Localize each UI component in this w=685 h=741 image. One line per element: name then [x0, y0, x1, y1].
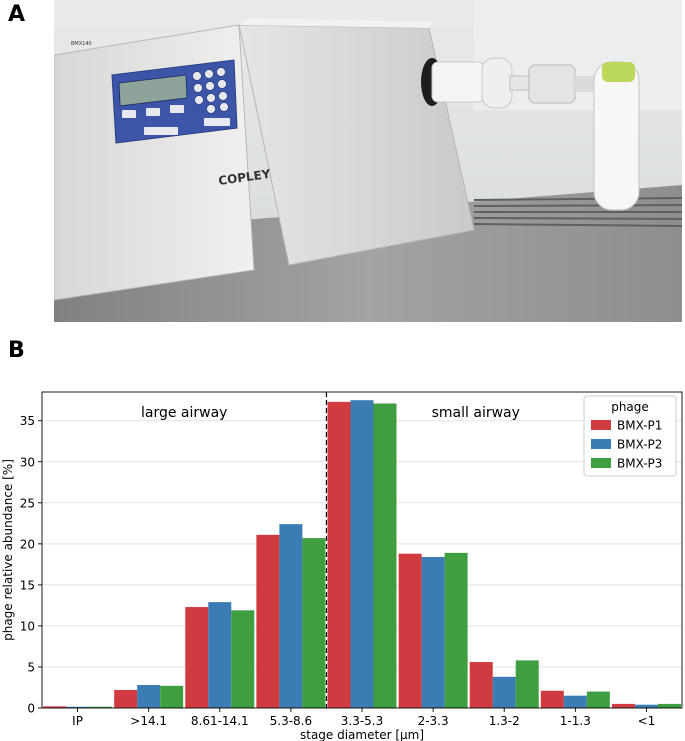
x-tick-label: 1.3-2	[489, 714, 520, 728]
bar-bmx-p1-4	[327, 401, 351, 708]
y-tick-label: 25	[20, 496, 35, 510]
bar-bmx-p1-5	[398, 553, 422, 708]
bar-bmx-p3-8	[657, 703, 681, 708]
y-tick-label: 35	[20, 414, 35, 428]
y-tick-label: 30	[20, 455, 35, 469]
annotation-small-airway: small airway	[432, 405, 520, 421]
y-tick-label: 5	[27, 660, 35, 674]
plot-frame	[41, 391, 683, 709]
legend-entry: BMX-P3	[617, 457, 662, 471]
bar-bmx-p2-5	[421, 556, 445, 708]
x-tick-label: 1-1.3	[560, 714, 591, 728]
x-axis: IP >14.1 8.61-14.1 5.3-8.6 3.3-5.3 2-3.3 1.3-2…	[72, 708, 655, 728]
x-tick-label: 2-3.3	[418, 714, 449, 728]
impactor-photo: BMX140 COPLEY	[54, 0, 682, 322]
x-tick-label: 3.3-5.3	[341, 714, 384, 728]
legend-swatch	[591, 420, 611, 430]
legend: phage BMX-P1 BMX-P2 BMX-P3	[583, 395, 677, 477]
bar-bmx-p3-1	[160, 685, 184, 708]
y-axis-label: phage relative abundance [%]	[1, 459, 15, 641]
y-tick-label: 20	[20, 537, 35, 551]
bar-bmx-p3-7	[586, 691, 610, 708]
bar-bmx-p1-0	[43, 706, 67, 708]
bar-bmx-p2-8	[634, 704, 658, 708]
bar-bmx-p2-7	[563, 695, 587, 708]
bar-bmx-p1-8	[611, 703, 635, 708]
legend-title: phage	[611, 400, 649, 414]
bar-bmx-p3-3	[302, 538, 326, 708]
panel-label-b: B	[8, 338, 25, 363]
abundance-chart: 0 5 10 15 20 25 30 35 IP >14.1 8.61-14.1 5.3-8.6 3.…	[1, 391, 683, 741]
annotation-large-airway: large airway	[141, 405, 227, 421]
legend-swatch	[591, 458, 611, 468]
bar-bmx-p3-6	[515, 660, 539, 708]
bar-bmx-p1-6	[469, 662, 493, 708]
bar-bmx-p3-2	[231, 610, 255, 708]
y-tick-label: 10	[20, 619, 35, 633]
bar-bmx-p1-7	[540, 690, 564, 708]
bar-bmx-p2-6	[492, 676, 516, 708]
legend-box	[583, 395, 677, 477]
bar-bmx-p3-5	[444, 552, 468, 708]
y-tick-label: 15	[20, 578, 35, 592]
bar-bmx-p2-2	[208, 602, 232, 708]
legend-swatch	[591, 439, 611, 449]
x-tick-label: <1	[638, 714, 656, 728]
bar-bmx-p1-1	[114, 689, 138, 708]
x-tick-label: >14.1	[130, 714, 167, 728]
bars	[43, 400, 681, 708]
x-axis-label: stage diameter [µm]	[300, 728, 424, 741]
bar-bmx-p2-1	[137, 685, 161, 708]
legend-entry: BMX-P2	[617, 438, 662, 452]
panel-label-a: A	[8, 2, 26, 27]
legend-entry: BMX-P1	[617, 419, 662, 433]
y-axis: 0 5 10 15 20 25 30 35	[20, 414, 42, 716]
bar-bmx-p1-3	[256, 534, 280, 708]
device-tag: BMX140	[71, 41, 92, 47]
bar-bmx-p3-4	[373, 403, 397, 708]
x-tick-label: 5.3-8.6	[270, 714, 313, 728]
x-tick-label: 8.61-14.1	[191, 714, 249, 728]
bar-bmx-p2-0	[66, 706, 90, 708]
y-tick-label: 0	[27, 702, 35, 716]
x-tick-label: IP	[72, 714, 83, 728]
bar-bmx-p3-0	[89, 706, 113, 708]
bar-bmx-p2-3	[279, 524, 303, 708]
bar-bmx-p2-4	[350, 400, 374, 708]
bar-bmx-p1-2	[185, 607, 209, 708]
